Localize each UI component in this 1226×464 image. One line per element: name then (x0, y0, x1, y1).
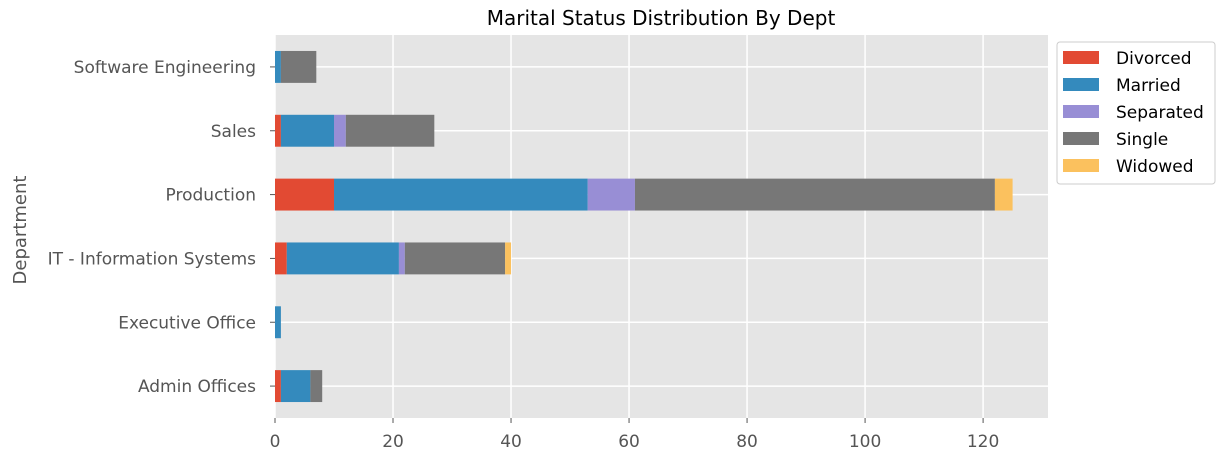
bar-segment-married (280, 370, 311, 403)
x-tick-label: 40 (500, 432, 522, 452)
bar-segment-married (280, 114, 335, 147)
y-tick-label: Production (166, 186, 256, 206)
x-tick-label: 120 (967, 432, 999, 452)
bar-segment-divorced (275, 114, 281, 147)
legend-swatch-divorced (1063, 51, 1099, 64)
bar-segment-married (334, 178, 588, 211)
chart-title: Marital Status Distribution By Dept (487, 6, 836, 30)
x-tick-label: 60 (618, 432, 640, 452)
legend: Divorced Married Separated Single Widowed (1056, 41, 1216, 185)
y-tick-label: Software Engineering (74, 58, 256, 78)
legend-label-separated: Separated (1116, 103, 1204, 123)
y-tick-labels: Admin Offices Executive Office IT - Inform… (48, 58, 275, 397)
legend-label-widowed: Widowed (1116, 157, 1194, 177)
bars-group (275, 50, 1013, 403)
legend-swatch-single (1063, 132, 1099, 145)
plot-area (275, 35, 1048, 418)
bar-segment-separated (398, 242, 405, 275)
bar-segment-widowed (994, 178, 1013, 211)
y-tick-label: Admin Offices (138, 377, 256, 397)
x-tick-label: 20 (382, 432, 404, 452)
x-tick-label: 0 (270, 432, 281, 452)
bar-segment-single (404, 242, 506, 275)
bar-segment-divorced (275, 370, 281, 403)
legend-swatch-separated (1063, 105, 1099, 118)
bar-segment-single (310, 370, 323, 403)
x-tick-labels: 0 20 40 60 80 100 120 (270, 418, 999, 452)
x-tick-label: 80 (736, 432, 758, 452)
legend-swatch-married (1063, 78, 1099, 91)
bar-segment-separated (587, 178, 635, 211)
bar-segment-widowed (505, 242, 512, 275)
bar-segment-married (275, 306, 281, 339)
y-tick-label: Executive Office (118, 313, 256, 333)
legend-swatch-widowed (1063, 159, 1099, 172)
x-tick-label: 100 (849, 432, 881, 452)
bar-segment-single (345, 114, 435, 147)
legend-label-single: Single (1116, 130, 1168, 150)
y-axis-title: Department (10, 176, 31, 285)
y-tick-label: Sales (211, 122, 256, 142)
bar-segment-married (286, 242, 399, 275)
bar-segment-single (280, 50, 317, 83)
legend-label-divorced: Divorced (1116, 49, 1192, 69)
bar-segment-separated (334, 114, 346, 147)
bar-segment-married (275, 50, 281, 83)
y-tick-label: IT - Information Systems (48, 249, 257, 269)
bar-segment-single (634, 178, 995, 211)
legend-frame (1056, 41, 1216, 185)
legend-label-married: Married (1116, 76, 1181, 96)
bar-segment-divorced (275, 178, 335, 211)
bar-segment-divorced (275, 242, 287, 275)
